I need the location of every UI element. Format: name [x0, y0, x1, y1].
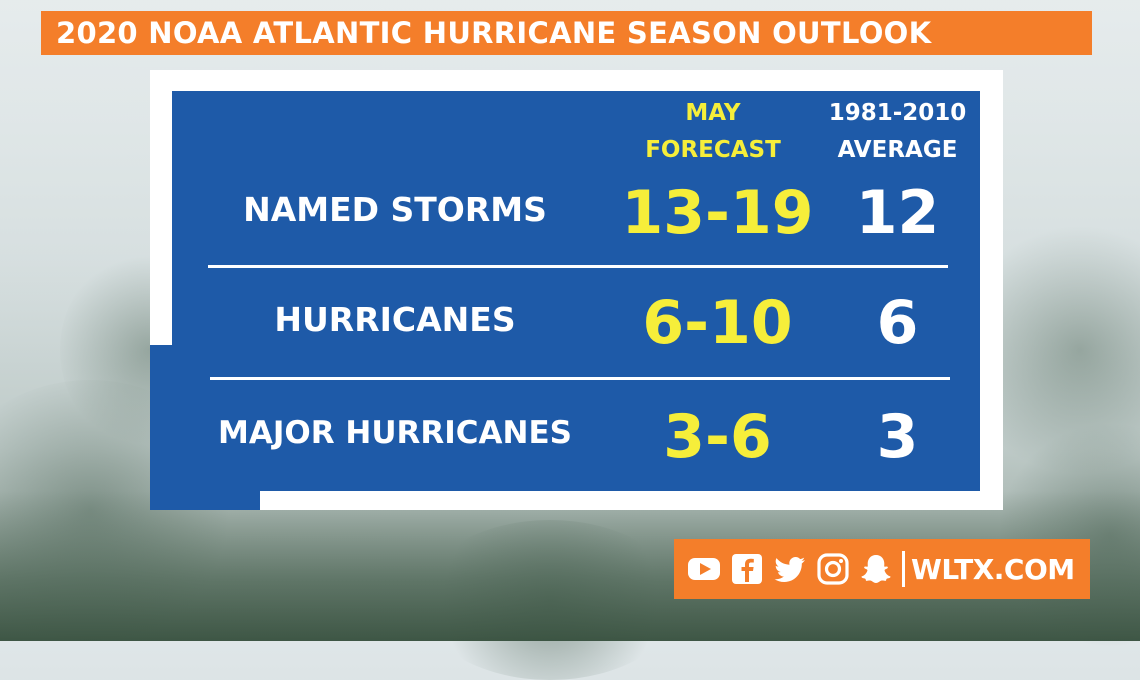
footer-divider	[902, 551, 905, 587]
row-forecast-named-storms: 13-19	[621, 178, 814, 248]
row-label-hurricanes: HURRICANES	[274, 300, 516, 339]
twitter-icon[interactable]	[770, 549, 810, 589]
forecast-column-header: MAY FORECAST	[628, 95, 798, 169]
row-average-major-hurricanes: 3	[876, 402, 919, 472]
row-divider	[210, 377, 950, 380]
outlook-card	[172, 91, 980, 491]
average-header-line1: 1981-2010	[828, 100, 967, 126]
row-average-hurricanes: 6	[876, 288, 919, 358]
forecast-header-line2: FORECAST	[645, 137, 781, 163]
row-average-named-storms: 12	[855, 178, 940, 248]
average-header-line2: AVERAGE	[837, 137, 958, 163]
row-forecast-major-hurricanes: 3-6	[663, 402, 772, 472]
row-forecast-hurricanes: 6-10	[642, 288, 793, 358]
snapchat-icon[interactable]	[856, 549, 896, 589]
row-label-major-hurricanes: MAJOR HURRICANES	[218, 415, 572, 451]
page-title: 2020 NOAA ATLANTIC HURRICANE SEASON OUTL…	[41, 11, 1092, 55]
average-column-header: 1981-2010 AVERAGE	[820, 95, 975, 169]
facebook-icon[interactable]	[727, 549, 767, 589]
row-divider	[208, 265, 948, 268]
youtube-icon[interactable]	[684, 549, 724, 589]
row-label-named-storms: NAMED STORMS	[243, 190, 547, 229]
forecast-header-line1: MAY	[685, 100, 741, 126]
website-link[interactable]: WLTX.COM	[911, 552, 1075, 586]
instagram-icon[interactable]	[813, 549, 853, 589]
social-footer: WLTX.COM	[674, 539, 1090, 599]
